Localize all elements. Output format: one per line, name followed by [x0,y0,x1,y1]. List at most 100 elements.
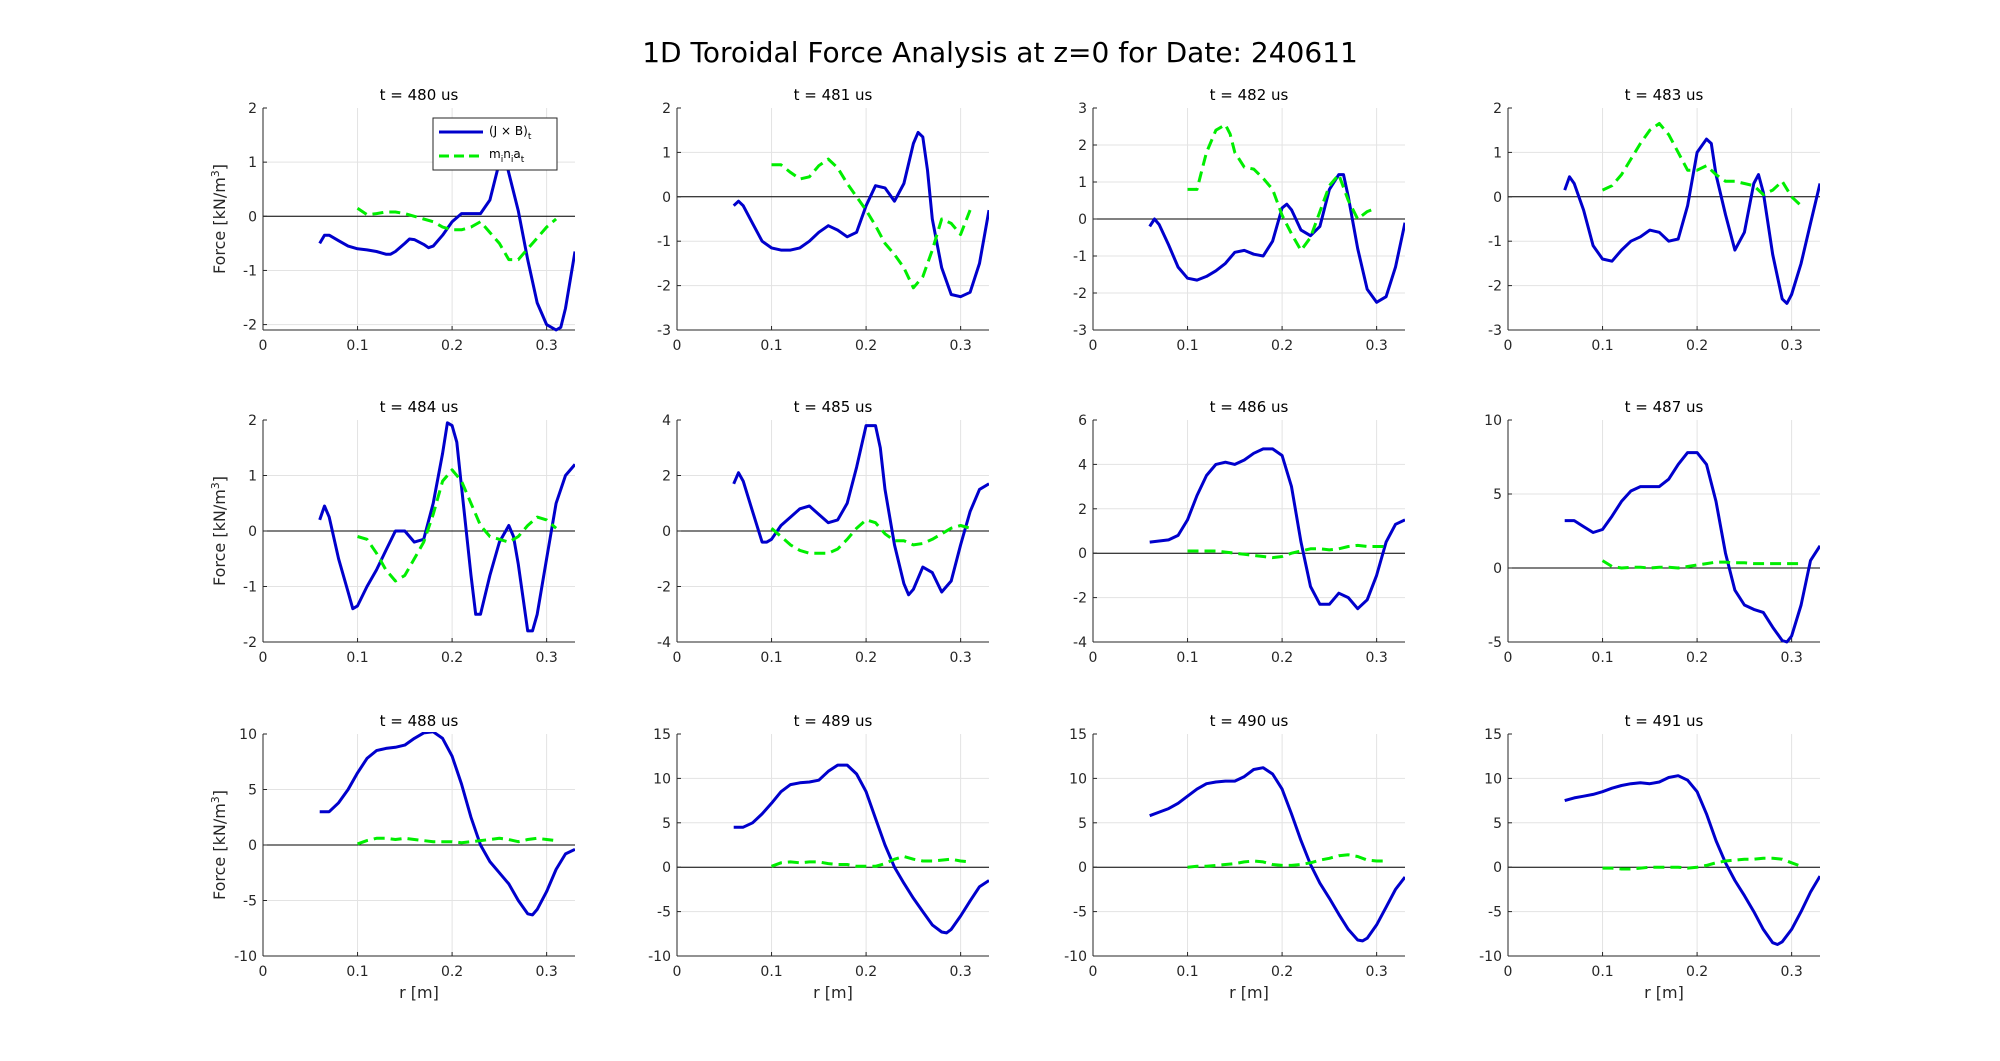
x-tick-label: 0 [673,338,682,354]
subplot-2: 0 0.1 0.2 0.3 -3 -2 -1 0 1 2 t = 481 us [657,86,989,354]
subplot-5: 0 0.1 0.2 0.3 -2 -1 0 1 2 t = 484 us Force [kN/m3] [209,398,575,666]
y-tick-label: 5 [248,783,257,799]
x-tick-label: 0.3 [536,338,558,354]
x-tick-label: 0 [259,338,268,354]
y-tick-label: 4 [662,413,671,429]
y-tick-label: 0 [1078,546,1087,562]
x-tick-label: 0.2 [441,650,463,666]
subplot-7: 0 0.1 0.2 0.3 -4 -2 0 2 4 6 t = 486 us [1073,398,1405,666]
x-tick-label: 0.2 [1271,964,1293,980]
legend-jxb-label: (J × B)t [489,124,532,142]
x-tick-label: 0 [1504,964,1513,980]
y-tick-label: 2 [662,469,671,485]
subplot-6: 0 0.1 0.2 0.3 -4 -2 0 2 4 t = 485 us [657,398,989,666]
x-tick-label: 0.1 [1176,650,1198,666]
x-tick-label: 0.2 [1271,650,1293,666]
y-tick-label: 0 [1493,561,1502,577]
y-tick-label: 2 [1078,138,1087,154]
subplot-title: t = 483 us [1625,86,1704,104]
subplot-12: 0 0.1 0.2 0.3 -10 -5 0 5 10 15 t = 491 us r [m] [1479,712,1820,1002]
x-tick-label: 0.1 [1591,650,1613,666]
x-tick-label: 0 [673,650,682,666]
subplot-title: t = 482 us [1210,86,1289,104]
y-tick-label: 5 [1493,816,1502,832]
y-tick-label: -5 [1488,635,1502,651]
jxb-series-line [1148,173,1405,304]
x-tick-label: 0.3 [1366,964,1388,980]
x-tick-label: 0.3 [1366,650,1388,666]
subplot-10: 0 0.1 0.2 0.3 -10 -5 0 5 10 15 t = 489 us r [m] [648,712,989,1002]
subplot-title: t = 485 us [794,398,873,416]
y-tick-label: -10 [234,949,257,965]
y-tick-label: -10 [1064,949,1087,965]
x-axis-label: r [m] [1229,983,1269,1002]
subplot-title: t = 487 us [1625,398,1704,416]
y-tick-label: 0 [1493,860,1502,876]
y-tick-label: -1 [1073,249,1087,265]
x-tick-label: 0.2 [1271,338,1293,354]
x-tick-label: 0 [1089,964,1098,980]
y-tick-label: -1 [657,234,671,250]
jxb-series-line [733,763,989,935]
jxb-series-line [732,130,989,299]
subplot-9: 0 0.1 0.2 0.3 -10 -5 0 5 10 t = 488 us Force [kN/m… [209,712,575,1002]
y-tick-label: -2 [243,635,257,651]
x-tick-label: 0 [1089,650,1098,666]
y-tick-label: -1 [1488,234,1502,250]
x-tick-label: 0 [1504,650,1513,666]
y-tick-label: 2 [1078,502,1087,518]
x-tick-label: 0.1 [1176,338,1198,354]
subplot-title: t = 480 us [380,86,459,104]
y-tick-label: 10 [1484,771,1502,787]
x-axis-label: r [m] [399,983,439,1002]
y-tick-label: 2 [662,101,671,117]
mna-series-line [771,157,972,290]
subplot-title: t = 490 us [1210,712,1289,730]
y-tick-label: -2 [1488,279,1502,295]
x-tick-label: 0.3 [950,650,972,666]
y-tick-label: 2 [248,101,257,117]
jxb-series-line [1564,451,1820,644]
x-tick-label: 0.2 [1686,338,1708,354]
x-tick-label: 0.1 [346,338,368,354]
legend: (J × B)t miniat [432,117,558,171]
x-tick-label: 0.3 [950,964,972,980]
y-tick-label: 3 [1078,101,1087,117]
y-tick-label: -1 [243,580,257,596]
y-tick-label: -10 [1479,949,1502,965]
y-tick-label: -5 [1488,905,1502,921]
x-tick-label: 0.3 [950,338,972,354]
y-tick-label: 1 [1493,145,1502,161]
x-tick-label: 0.1 [760,338,782,354]
x-tick-label: 0.2 [855,964,877,980]
jxb-series-line [732,424,989,597]
y-tick-label: -2 [243,318,257,334]
y-tick-label: -4 [1073,635,1087,651]
mna-series-line [1601,122,1803,207]
y-axis-label: Force [kN/m3] [209,164,229,274]
y-tick-label: 5 [662,816,671,832]
x-axis-label: r [m] [813,983,853,1002]
x-tick-label: 0.1 [1591,338,1613,354]
subplot-title: t = 489 us [794,712,873,730]
x-tick-label: 0.2 [855,338,877,354]
x-tick-label: 0.1 [1176,964,1198,980]
jxb-series-line [1563,137,1820,305]
y-tick-label: 0 [1078,860,1087,876]
y-tick-label: 1 [248,155,257,171]
y-tick-label: 1 [248,469,257,485]
subplot-11: 0 0.1 0.2 0.3 -10 -5 0 5 10 15 t = 490 us r [m] [1064,712,1405,1002]
mna-series-line [770,518,971,555]
y-tick-label: 5 [1078,816,1087,832]
subplot-3: 0 0.1 0.2 0.3 -3 -2 -1 0 1 2 3 t = 482 us [1073,86,1405,354]
legend-box [432,117,558,171]
y-tick-label: 10 [1484,413,1502,429]
y-tick-label: 4 [1078,457,1087,473]
y-tick-label: 0 [1493,190,1502,206]
subplot-title: t = 484 us [380,398,459,416]
x-tick-label: 0.3 [536,650,558,666]
mna-series-line [1187,123,1378,252]
y-tick-label: -2 [657,580,671,596]
